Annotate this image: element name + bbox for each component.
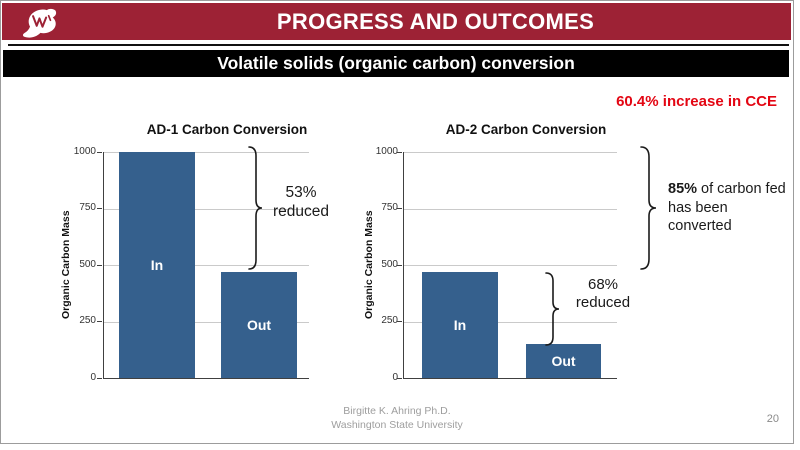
chart-ad2-tick-0: 0 (392, 372, 398, 383)
wsu-cougar-icon (18, 7, 60, 45)
chart-ad2-tick-750: 750 (381, 202, 398, 213)
tick-mark (397, 265, 402, 266)
converted-percent: 85% (668, 181, 698, 197)
header-bar: PROGRESS AND OUTCOMES (2, 3, 791, 40)
cce-increase-callout: 60.4% increase in CCE (616, 93, 777, 110)
converted-text: of carbon fed has been converted (668, 181, 786, 234)
chart-ad1-bar-in: In (119, 152, 195, 378)
chart-ad1-title: AD-1 Carbon Conversion (146, 122, 308, 137)
tick-mark (97, 378, 102, 379)
tick-mark (397, 208, 402, 209)
tick-mark (97, 265, 102, 266)
tick-mark (97, 152, 102, 153)
reduction-percent: 53% (285, 184, 317, 201)
reduction-word: reduced (272, 203, 329, 220)
reduction-percent: 68% (587, 276, 619, 293)
chart-ad2-tick-500: 500 (381, 259, 398, 270)
subheader-bar: Volatile solids (organic carbon) convers… (3, 50, 789, 77)
chart-ad1-tick-750: 750 (79, 202, 96, 213)
reduction-word: reduced (575, 294, 631, 311)
chart-ad2-reduction-brace (545, 272, 560, 346)
chart-ad1-tick-1000: 1000 (73, 146, 96, 157)
chart-ad1-plot-area (103, 152, 309, 379)
gridline-250 (404, 321, 617, 323)
gridline-500 (104, 265, 309, 266)
chart-ad1-reduction-annotation: 53% reduced (259, 183, 343, 221)
footer-author: Birgitte K. Ahring Ph.D. (343, 405, 451, 417)
chart-ad2-title: AD-2 Carbon Conversion (445, 122, 607, 137)
chart-ad1-tick-0: 0 (90, 372, 96, 383)
footer-affiliation: Washington State University (331, 419, 463, 431)
chart-ad1-tick-250: 250 (79, 315, 96, 326)
tick-mark (397, 321, 402, 322)
chart-ad2-bar-out: Out (526, 344, 601, 378)
chart-ad2-reduction-annotation: 68% reduced (564, 276, 642, 312)
bar-label-out: Out (246, 317, 272, 333)
bar-label-in: In (150, 257, 164, 273)
slide-title: PROGRESS AND OUTCOMES (276, 8, 595, 34)
carbon-converted-brace (640, 146, 657, 270)
chart-ad2-bar-in: In (422, 272, 498, 378)
gridline-1000 (404, 152, 617, 153)
chart-ad2-tick-250: 250 (381, 315, 398, 326)
gridline-500 (404, 265, 617, 266)
gridline-750 (404, 208, 617, 210)
chart-ad1-bar-out: Out (221, 272, 297, 378)
chart-ad1-tick-500: 500 (79, 259, 96, 270)
chart-ad2-plot-area (403, 152, 617, 379)
chart-ad2-tick-1000: 1000 (375, 146, 398, 157)
bar-label-out: Out (551, 353, 576, 369)
gridline-750 (104, 208, 309, 210)
tick-mark (97, 321, 102, 322)
bar-label-in: In (453, 317, 467, 333)
tick-mark (397, 152, 402, 153)
chart-ad1-reduction-brace (248, 146, 263, 270)
gridline-250 (104, 321, 309, 323)
page-number: 20 (766, 413, 779, 425)
subheader-title: Volatile solids (organic carbon) convers… (217, 53, 575, 73)
footer: Birgitte K. Ahring Ph.D. Washington Stat… (247, 404, 547, 432)
tick-mark (397, 378, 402, 379)
header-underline (8, 44, 789, 46)
tick-mark (97, 208, 102, 209)
gridline-1000 (104, 152, 309, 153)
carbon-converted-annotation: 85% of carbon fed has been converted (668, 180, 790, 236)
